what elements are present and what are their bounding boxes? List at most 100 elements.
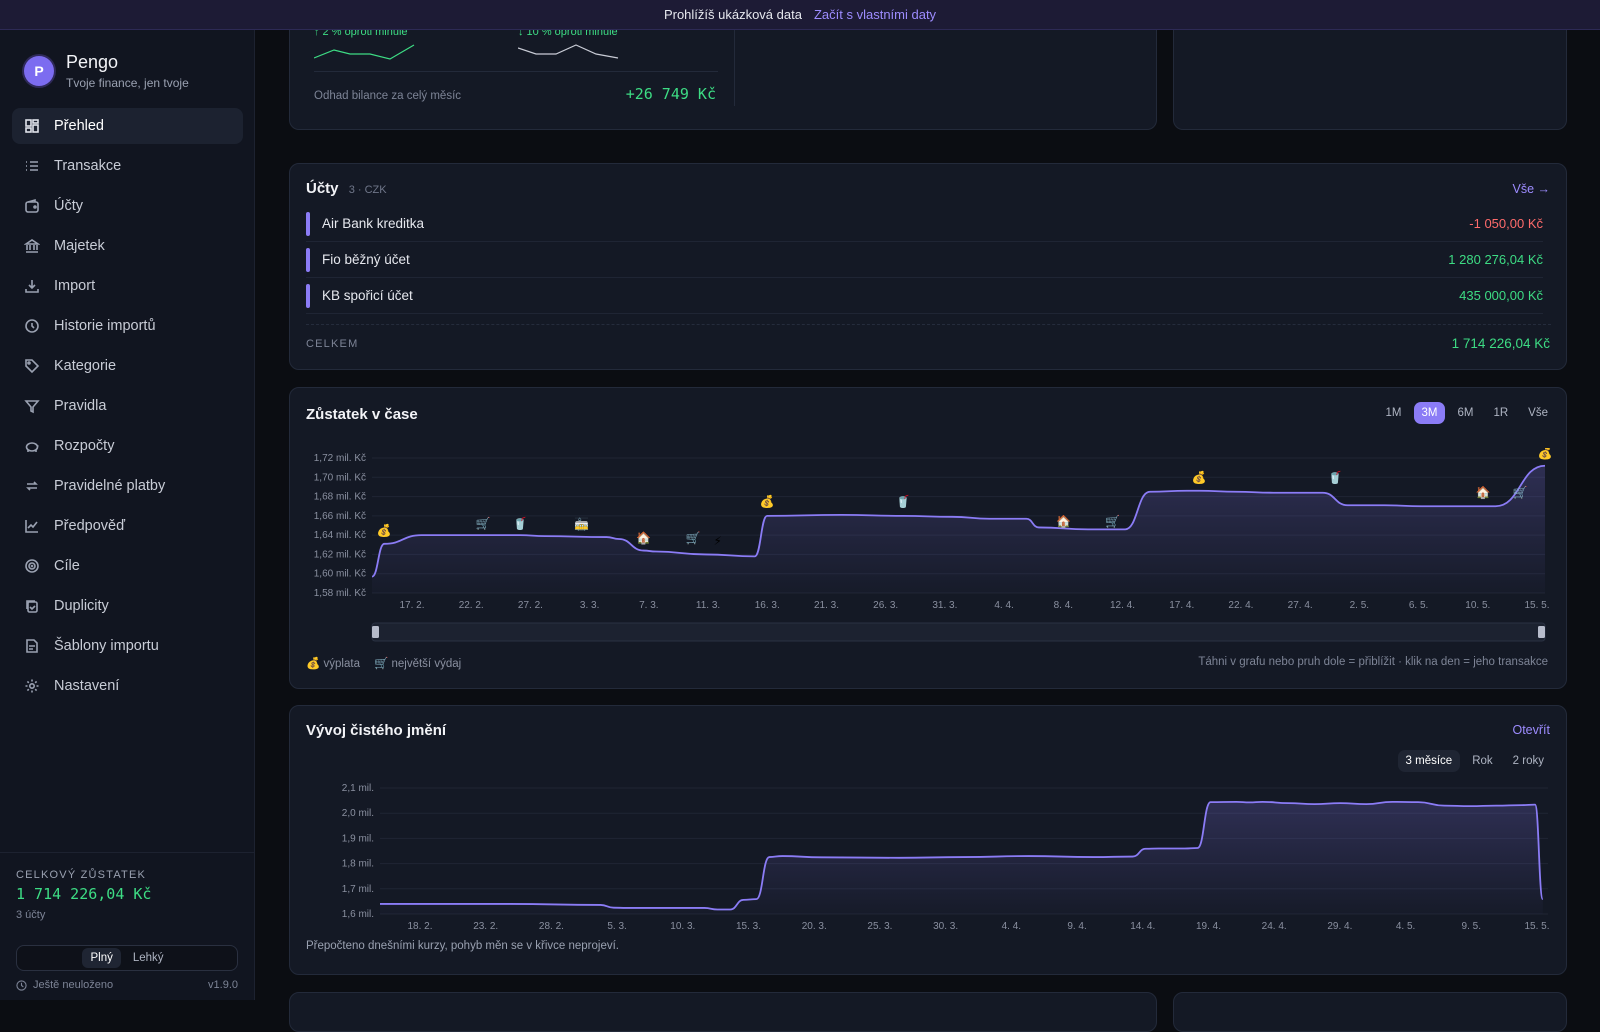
x-tick-label: 10. 5.	[1465, 600, 1490, 611]
event-marker[interactable]: 💰	[760, 494, 775, 508]
event-marker[interactable]: 🛒	[1105, 515, 1120, 529]
account-row[interactable]: Air Bank kreditka -1 050,00 Kč	[306, 206, 1543, 242]
start-own-data-link[interactable]: Začít s vlastními daty	[813, 7, 937, 22]
networth-open-link[interactable]: Otevřít	[1512, 723, 1550, 737]
x-tick-label: 27. 2.	[518, 600, 543, 611]
accounts-card: Účty 3 · CZK Vše → Air Bank kreditka -1 0…	[289, 163, 1567, 370]
y-tick-label: 1,58 mil. Kč	[314, 588, 366, 599]
networth-range-button-1[interactable]: Rok	[1472, 755, 1493, 767]
x-tick-label: 26. 3.	[873, 600, 898, 611]
account-row[interactable]: Fio běžný účet 1 280 276,04 Kč	[306, 242, 1543, 278]
event-marker[interactable]: 🛒	[476, 517, 491, 531]
event-marker[interactable]: 🛒	[1513, 486, 1528, 500]
sidebar-item-6[interactable]: Kategorie	[12, 348, 243, 384]
gear-icon	[25, 679, 39, 693]
zoom-brush-handle-left[interactable]	[372, 626, 379, 638]
account-color-bar	[306, 247, 310, 272]
range-button-1[interactable]: 3M	[1413, 402, 1446, 424]
income-sparkline	[314, 44, 415, 60]
duplicate-icon	[26, 600, 38, 613]
zoom-brush-handle-right[interactable]	[1538, 626, 1545, 638]
bank-icon	[24, 239, 40, 253]
networth-range-button-0[interactable]: 3 měsíce	[1397, 750, 1461, 772]
x-tick-label: 28. 2.	[539, 921, 564, 932]
event-marker[interactable]: ⚡	[714, 534, 722, 548]
mode-light-button[interactable]: Lehký	[132, 952, 164, 964]
x-tick-label: 17. 4.	[1169, 600, 1194, 611]
list-icon	[26, 161, 38, 171]
sidebar-item-label: Pravidelné platby	[54, 478, 166, 494]
x-tick-label: 7. 3.	[639, 600, 658, 611]
event-marker[interactable]: 🏠	[1056, 515, 1071, 529]
sidebar-item-3[interactable]: Majetek	[12, 228, 243, 264]
sidebar-item-1[interactable]: Transakce	[12, 148, 243, 184]
sidebar-item-12[interactable]: Duplicity	[12, 588, 243, 624]
y-tick-label: 1,62 mil. Kč	[314, 549, 366, 560]
accounts-all-link[interactable]: Vše →	[1512, 182, 1550, 196]
sidebar-item-13[interactable]: Šablony importu	[12, 628, 243, 664]
event-marker[interactable]: 💰	[1538, 448, 1553, 460]
x-tick-label: 9. 4.	[1067, 921, 1086, 932]
demo-banner-text: Prohlížíš ukázková data	[663, 7, 802, 22]
sidebar-item-5[interactable]: Historie importů	[12, 308, 243, 344]
sidebar-item-8[interactable]: Rozpočty	[12, 428, 243, 464]
legend-payday-text: výplata	[323, 658, 360, 670]
event-marker[interactable]: 🛒	[686, 531, 701, 545]
x-tick-label: 30. 3.	[933, 921, 958, 932]
event-marker[interactable]: 🥤	[1328, 470, 1343, 484]
sidebar-item-7[interactable]: Pravidla	[12, 388, 243, 424]
series-line	[380, 800, 1544, 911]
divider	[314, 71, 718, 72]
save-status: Ještě neuloženo	[16, 979, 113, 991]
x-tick-label: 15. 3.	[736, 921, 761, 932]
sidebar-item-11[interactable]: Cíle	[12, 548, 243, 584]
sidebar-item-14[interactable]: Nastavení	[12, 668, 243, 704]
networth-range-button-2[interactable]: 2 roky	[1512, 755, 1544, 767]
sidebar-item-9[interactable]: Pravidelné platby	[12, 468, 243, 504]
range-button-4[interactable]: Vše	[1528, 407, 1548, 419]
range-button-3[interactable]: 1R	[1493, 407, 1509, 419]
brand-name: Pengo	[66, 52, 119, 72]
account-balance: 1 280 276,04 Kč	[1448, 252, 1543, 267]
y-tick-label: 1,60 mil. Kč	[314, 569, 366, 580]
legend-biggest-text: největší výdaj	[391, 658, 462, 670]
networth-card: Vývoj čistého jmění Otevřít 3 měsíce Rok 2…	[289, 705, 1567, 975]
balance-chart-card: Zůstatek v čase 1M 3M 6M 1R Vše 1,58 mil. Kč…	[289, 387, 1567, 689]
networth-title: Vývoj čistého jmění	[306, 722, 447, 739]
sidebar-item-10[interactable]: Předpověď	[12, 508, 243, 544]
balance-chart[interactable]: 1,58 mil. Kč 1,60 mil. Kč 1,62 mil. Kč 1,64…	[290, 448, 1566, 653]
sidebar-item-2[interactable]: Účty	[12, 188, 243, 224]
event-marker[interactable]: 🏠	[636, 531, 651, 545]
zoom-brush-track[interactable]	[371, 622, 1546, 642]
sidebar-item-label: Účty	[54, 198, 83, 214]
event-marker[interactable]: 💰	[1192, 470, 1207, 484]
account-balance: 435 000,00 Kč	[1459, 288, 1543, 303]
sidebar-item-label: Šablony importu	[54, 638, 159, 654]
range-button-2[interactable]: 6M	[1457, 407, 1474, 419]
account-row[interactable]: KB spořicí účet 435 000,00 Kč	[306, 278, 1543, 314]
x-tick-label: 23. 2.	[473, 921, 498, 932]
event-marker[interactable]: 🏠	[1476, 486, 1491, 500]
x-tick-label: 4. 5.	[1396, 921, 1415, 932]
sidebar-item-label: Nastavení	[54, 678, 120, 694]
cart-icon: 🛒	[373, 658, 389, 670]
x-tick-label: 2. 5.	[1350, 600, 1369, 611]
brand[interactable]: P Pengo Tvoje finance, jen tvoje	[24, 52, 189, 90]
event-marker[interactable]: 💰	[377, 523, 392, 537]
event-marker[interactable]: 🚋	[574, 518, 589, 532]
mode-full-button[interactable]: Plný	[82, 948, 121, 968]
accounts-total-label: CELKEM	[306, 338, 359, 350]
event-marker[interactable]: 🥤	[895, 494, 910, 508]
wallet-icon	[25, 198, 39, 213]
sidebar-item-4[interactable]: Import	[12, 268, 243, 304]
range-button-0[interactable]: 1M	[1385, 407, 1402, 419]
demo-banner: Prohlížíš ukázková data Začít s vlastním…	[0, 0, 1600, 30]
brand-logo: P	[24, 56, 54, 86]
x-tick-label: 19. 4.	[1196, 921, 1221, 932]
history-icon	[25, 319, 39, 333]
sidebar-item-0[interactable]: Přehled	[12, 108, 243, 144]
networth-chart[interactable]: 1,6 mil. 1,7 mil. 1,8 mil. 1,9 mil. 2,0 mil.…	[290, 768, 1566, 938]
event-marker[interactable]: 🥤	[513, 517, 528, 531]
accounts-count: 3 účty	[16, 909, 46, 921]
networth-note: Přepočteno dnešními kurzy, pohyb měn se …	[306, 940, 619, 952]
